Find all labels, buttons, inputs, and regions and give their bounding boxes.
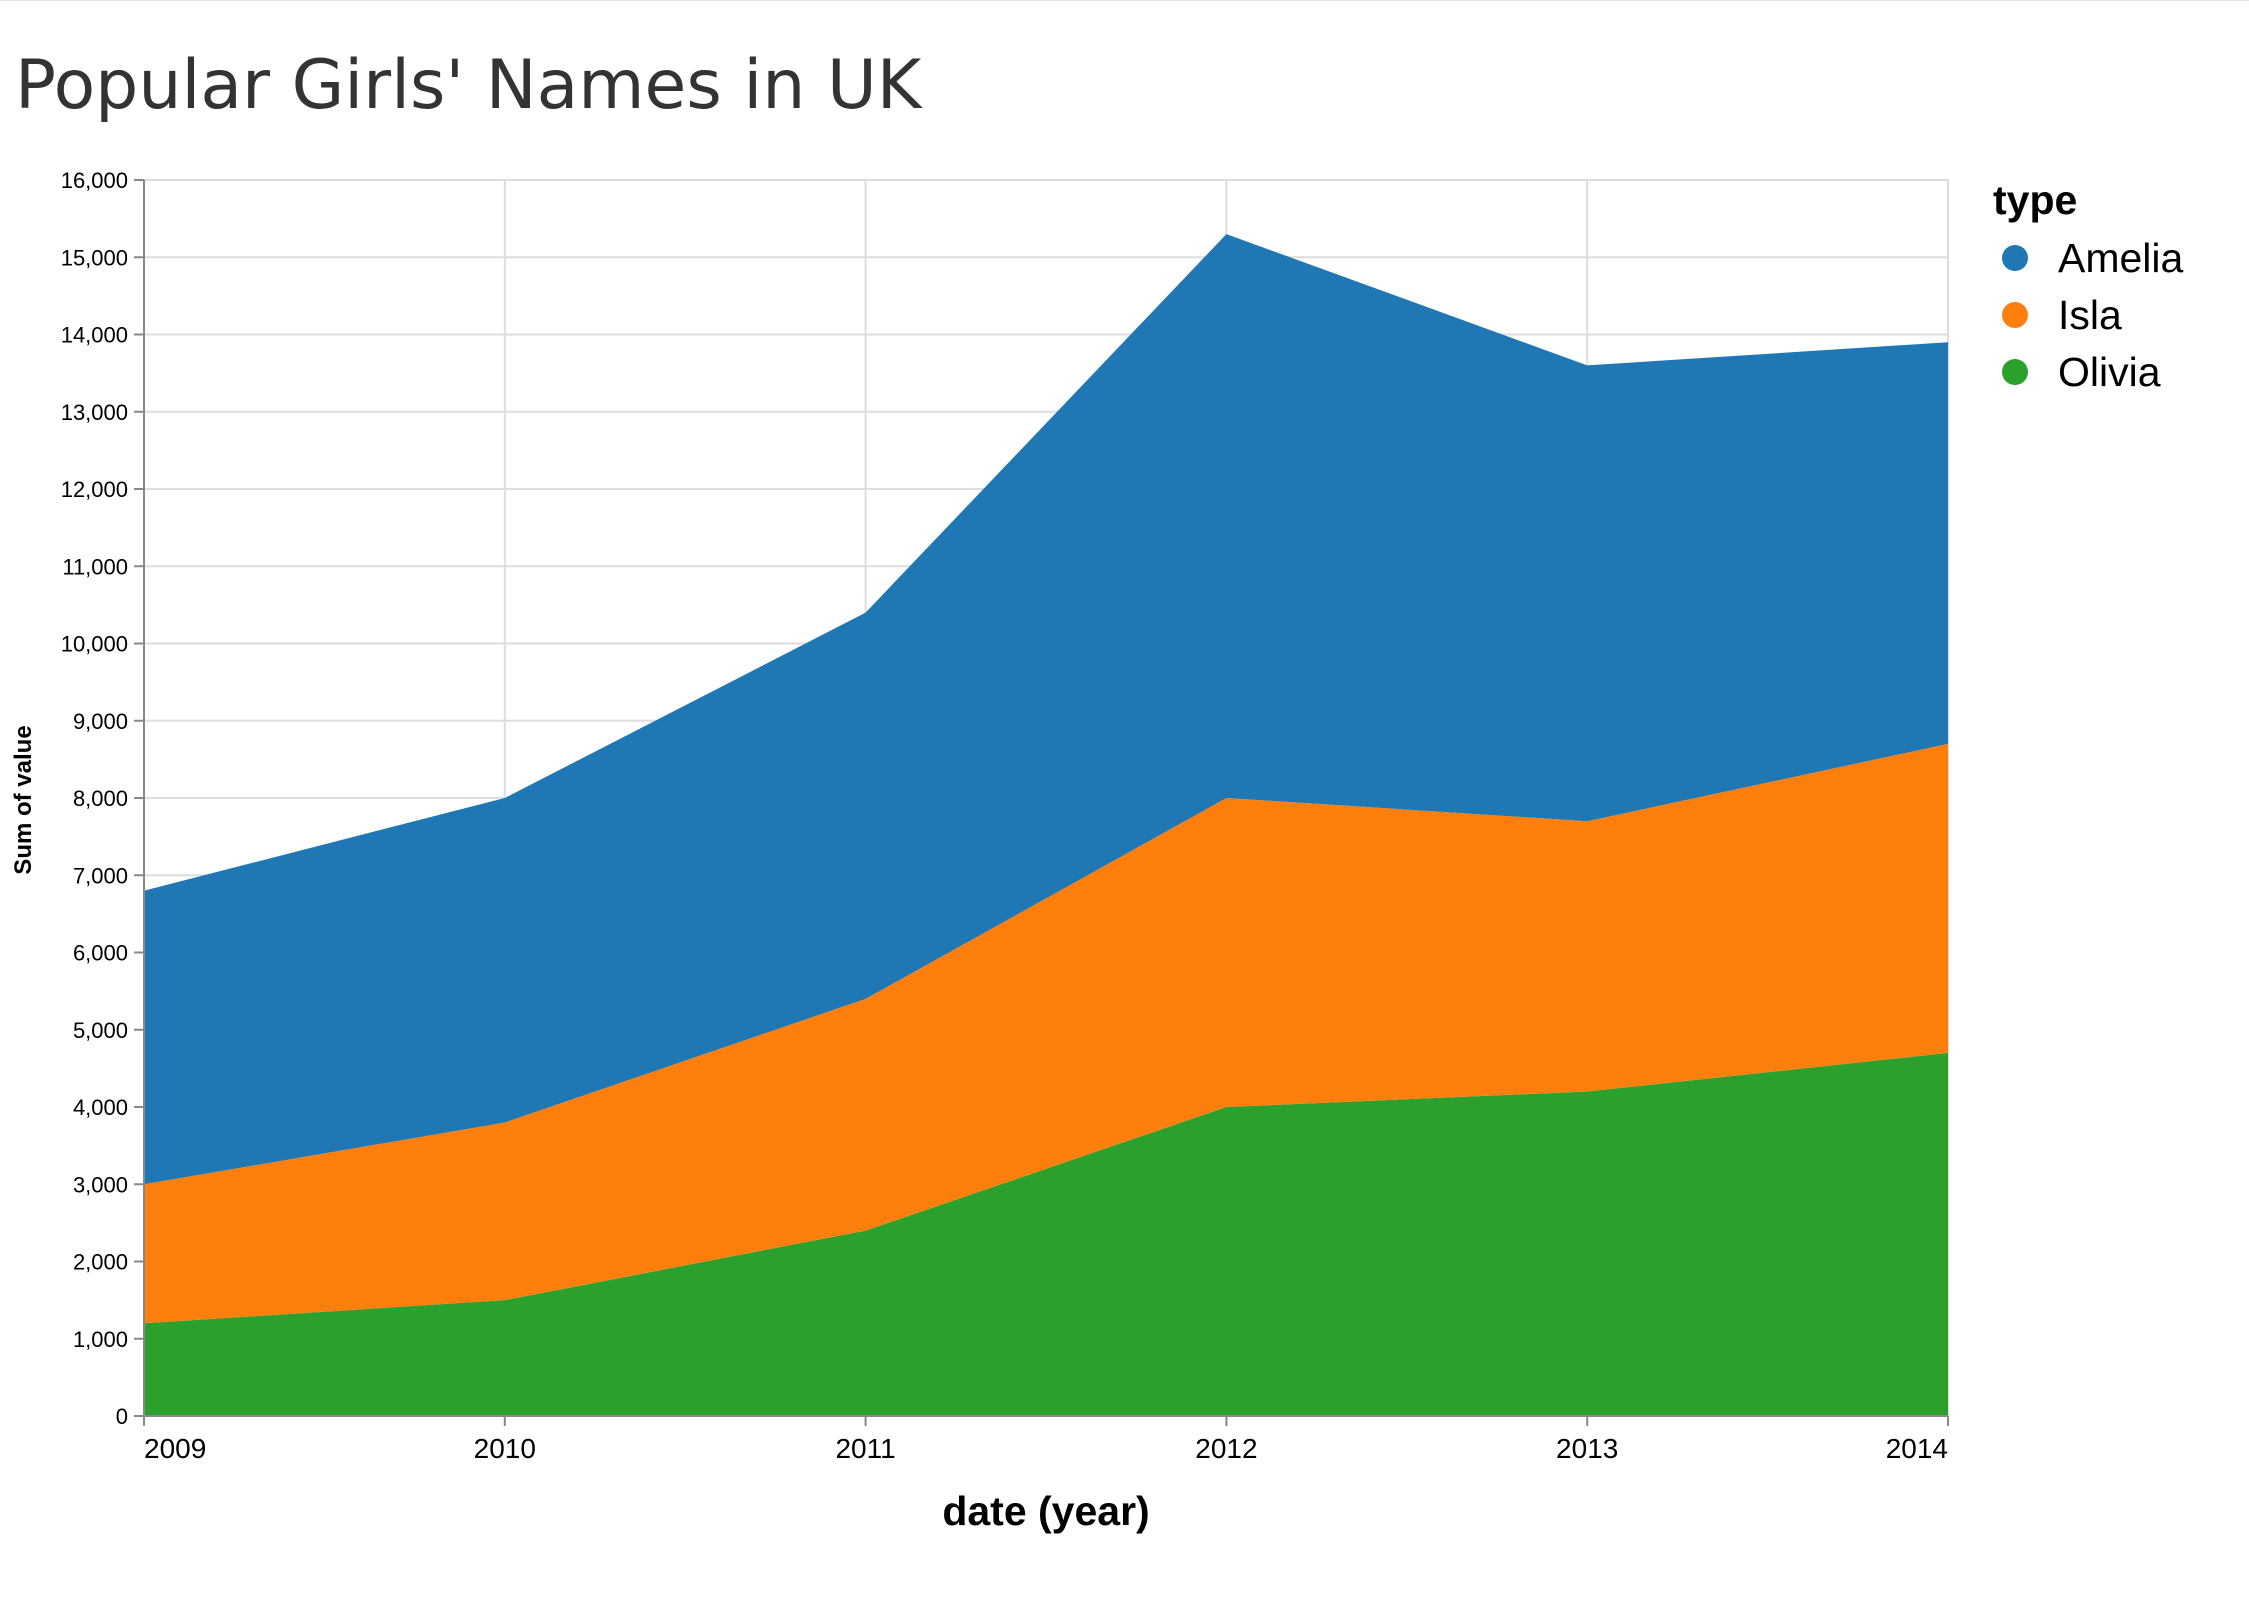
- y-tick-label: 4,000: [73, 1095, 128, 1120]
- x-tick-label: 2010: [474, 1433, 536, 1464]
- top-border: [0, 0, 2249, 1]
- y-tick-label: 11,000: [62, 554, 128, 579]
- y-tick-label: 15,000: [61, 245, 128, 270]
- area-series-group: [144, 234, 1948, 1416]
- y-tick-label: 6,000: [73, 941, 128, 966]
- y-axis-title: Sum of value: [10, 725, 37, 874]
- y-tick-label: 1,000: [73, 1327, 128, 1352]
- y-tick-label: 3,000: [73, 1172, 128, 1197]
- legend-label-amelia: Amelia: [2058, 235, 2184, 281]
- x-tick-label: 2012: [1195, 1433, 1257, 1464]
- x-tick-label: 2013: [1556, 1433, 1618, 1464]
- y-tick-label: 10,000: [61, 632, 128, 657]
- y-tick-label: 16,000: [61, 168, 128, 193]
- y-tick-label: 13,000: [61, 400, 128, 425]
- chart-title: Popular Girls' Names in UK: [15, 46, 924, 125]
- area-series-isla[interactable]: [144, 743, 1948, 1324]
- legend-symbol-isla: [2002, 302, 2028, 328]
- legend: type Amelia Isla Olivia: [1993, 177, 2184, 395]
- y-tick-label: 14,000: [61, 323, 128, 348]
- y-tick-label: 0: [116, 1404, 128, 1429]
- axes: 0 1,000 2,000 3,000 4,000 5,000 6,000 7,000 8,00…: [61, 168, 1949, 1464]
- y-tick-label: 5,000: [73, 1018, 128, 1043]
- legend-symbol-olivia: [2002, 359, 2028, 385]
- y-tick-label: 8,000: [73, 786, 128, 811]
- legend-label-isla: Isla: [2058, 292, 2122, 338]
- y-tick-label: 7,000: [73, 863, 128, 888]
- x-tick-label: 2011: [835, 1433, 895, 1464]
- area-series-amelia[interactable]: [144, 234, 1948, 1185]
- legend-title: type: [1993, 177, 2077, 223]
- x-axis-title: date (year): [942, 1488, 1149, 1534]
- area-series-olivia[interactable]: [144, 1052, 1948, 1416]
- legend-label-olivia: Olivia: [2058, 349, 2161, 395]
- y-tick-label: 12,000: [61, 477, 128, 502]
- legend-symbol-amelia: [2002, 245, 2028, 271]
- x-tick-label: 2009: [144, 1433, 206, 1464]
- y-tick-label: 2,000: [73, 1250, 128, 1275]
- x-tick-label: 2014: [1886, 1433, 1948, 1464]
- y-tick-label: 9,000: [73, 709, 128, 734]
